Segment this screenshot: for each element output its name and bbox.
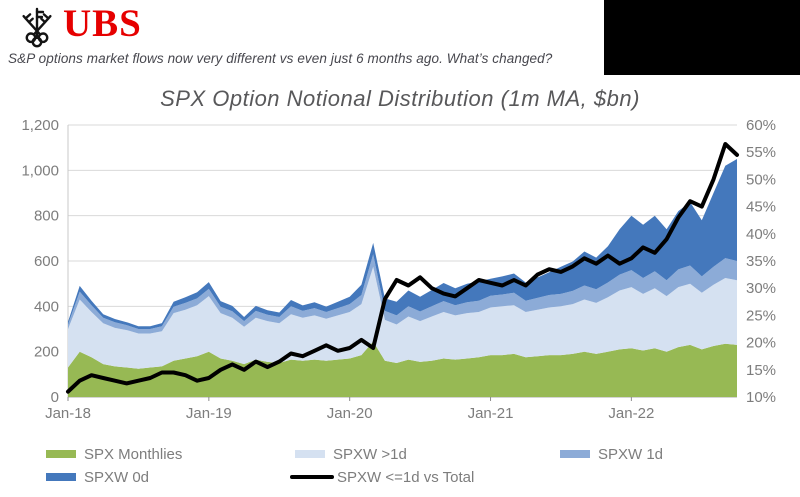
svg-text:Jan-20: Jan-20: [327, 405, 373, 422]
svg-text:Jan-19: Jan-19: [186, 405, 232, 422]
legend-label-spxw-gt1d: SPXW >1d: [333, 445, 407, 463]
legend-label-spxw-1d: SPXW 1d: [598, 445, 664, 463]
svg-text:10%: 10%: [746, 389, 776, 406]
svg-text:Jan-21: Jan-21: [468, 405, 514, 422]
svg-text:600: 600: [34, 253, 59, 270]
spxw-1d-swatch-icon: [560, 450, 590, 458]
svg-text:20%: 20%: [746, 335, 776, 352]
report-subtitle: S&P options market flows now very differ…: [8, 51, 553, 66]
spxw-gt1d-swatch-icon: [295, 450, 325, 458]
svg-text:35%: 35%: [746, 253, 776, 270]
svg-text:800: 800: [34, 208, 59, 225]
svg-text:50%: 50%: [746, 171, 776, 188]
spxw-le1d-line-swatch-icon: [290, 475, 334, 479]
legend-item-spxw-1d: SPXW 1d: [560, 445, 664, 463]
svg-text:400: 400: [34, 298, 59, 315]
svg-text:55%: 55%: [746, 144, 776, 161]
svg-text:25%: 25%: [746, 307, 776, 324]
legend-label-spxw-0d: SPXW 0d: [84, 468, 150, 486]
redacted-box: [604, 0, 800, 75]
svg-text:1,200: 1,200: [21, 117, 59, 134]
svg-text:0: 0: [51, 389, 59, 406]
legend-label-spxw-le1d-vs-total: SPXW <=1d vs Total: [337, 468, 475, 486]
legend-label-spx-monthlies: SPX Monthlies: [84, 445, 183, 463]
spxw-0d-swatch-icon: [46, 473, 76, 481]
svg-text:15%: 15%: [746, 362, 776, 379]
svg-text:200: 200: [34, 344, 59, 361]
svg-text:1,000: 1,000: [21, 162, 59, 179]
brand-wordmark: UBS: [63, 2, 142, 45]
chart-title: SPX Option Notional Distribution (1m MA,…: [160, 86, 640, 111]
svg-text:45%: 45%: [746, 199, 776, 216]
svg-text:60%: 60%: [746, 117, 776, 134]
svg-text:40%: 40%: [746, 226, 776, 243]
svg-text:Jan-18: Jan-18: [45, 405, 91, 422]
legend-item-spxw-gt1d: SPXW >1d: [295, 445, 407, 463]
spx-monthlies-swatch-icon: [46, 450, 76, 458]
legend-item-spxw-0d: SPXW 0d: [46, 468, 150, 486]
ubs-three-keys-icon: [22, 7, 52, 48]
svg-text:30%: 30%: [746, 280, 776, 297]
legend-item-spxw-le1d-vs-total: SPXW <=1d vs Total: [290, 468, 475, 486]
legend-item-spx-monthlies: SPX Monthlies: [46, 445, 183, 463]
svg-text:Jan-22: Jan-22: [608, 405, 654, 422]
